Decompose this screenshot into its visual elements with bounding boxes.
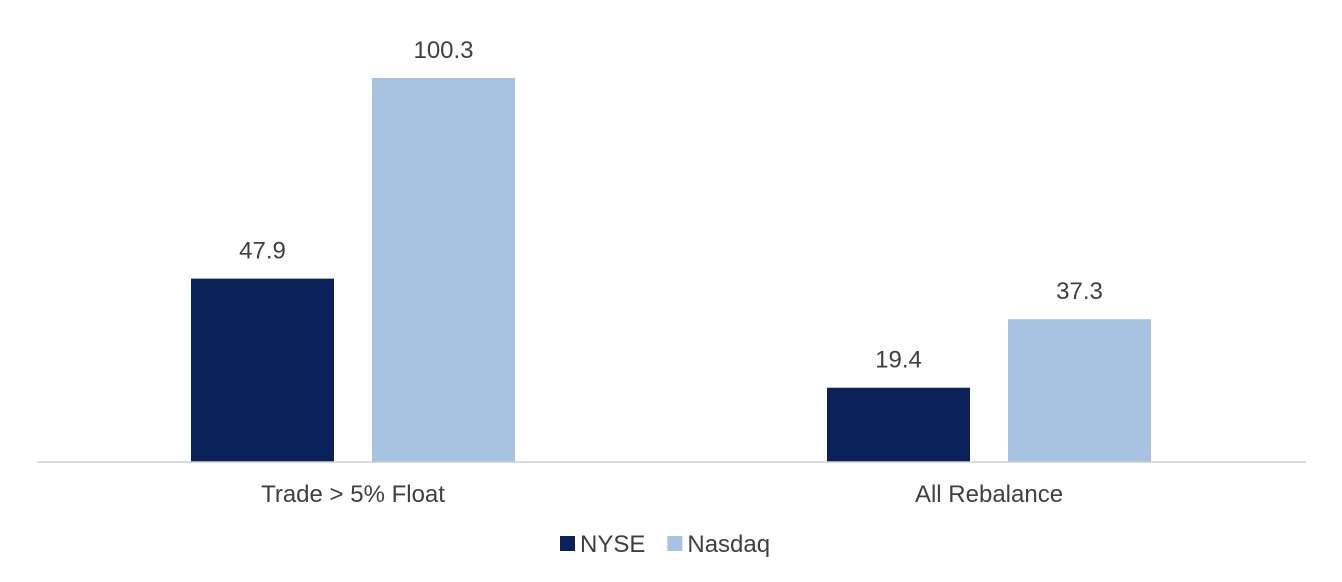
- data-label-nasdaq-trade-5-float: 100.3: [413, 37, 473, 64]
- data-label-nyse-all-rebalance: 19.4: [875, 347, 922, 374]
- bar-nyse-trade-5-float: [191, 278, 334, 462]
- legend-swatch-nyse: [560, 536, 575, 551]
- category-label-trade-5-float: Trade > 5% Float: [261, 481, 445, 508]
- bar-nasdaq-all-rebalance: [1008, 319, 1151, 462]
- legend-label-nasdaq: Nasdaq: [687, 531, 770, 558]
- data-labels-group: 47.9 100.3 19.4 37.3: [239, 37, 1103, 374]
- bars-group: [191, 78, 1151, 462]
- category-labels-group: Trade > 5% Float All Rebalance: [261, 481, 1063, 508]
- bar-nyse-all-rebalance: [827, 387, 970, 462]
- bar-nasdaq-trade-5-float: [372, 78, 515, 462]
- legend-item-nasdaq: Nasdaq: [667, 531, 770, 558]
- data-label-nyse-trade-5-float: 47.9: [239, 238, 286, 265]
- legend-swatch-nasdaq: [667, 536, 683, 551]
- data-label-nasdaq-all-rebalance: 37.3: [1056, 278, 1103, 305]
- category-label-all-rebalance: All Rebalance: [915, 481, 1063, 508]
- legend-label-nyse: NYSE: [580, 531, 645, 558]
- legend-item-nyse: NYSE: [560, 531, 645, 558]
- legend: NYSE Nasdaq: [560, 531, 770, 558]
